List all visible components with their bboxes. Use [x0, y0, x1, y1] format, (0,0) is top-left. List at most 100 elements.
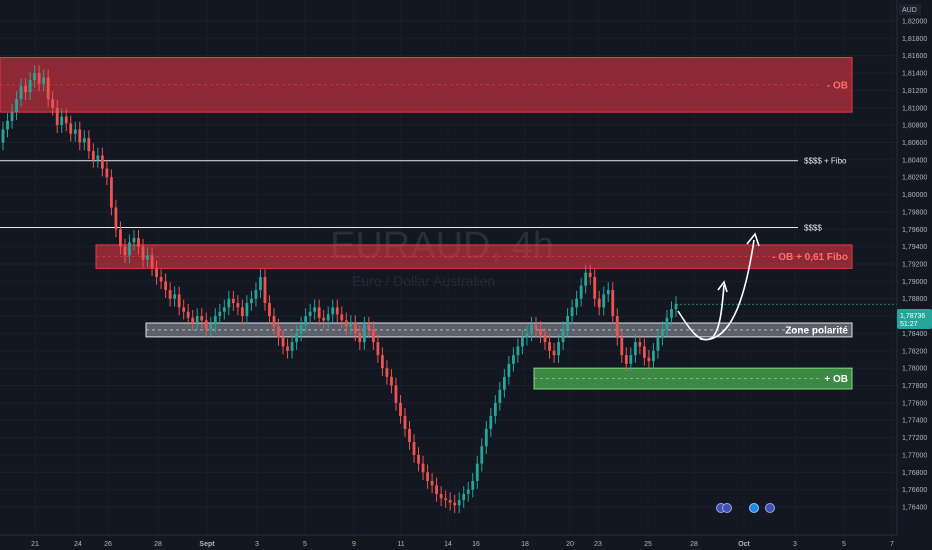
price-tick-label: 1,77200: [902, 435, 927, 442]
candle-body: [299, 324, 303, 334]
time-tick-label: 5: [303, 541, 307, 548]
price-tick-label: 1,79200: [902, 262, 927, 269]
flag-event-icon[interactable]: [765, 503, 775, 513]
time-tick-label: 21: [31, 541, 39, 548]
candle-body: [588, 272, 592, 278]
time-tick-label: 7: [890, 541, 894, 548]
candle-body: [10, 112, 14, 121]
flag-event-icon[interactable]: [722, 503, 732, 513]
candle-body: [222, 307, 226, 312]
candle-body: [521, 337, 524, 347]
currency-box: [899, 4, 921, 15]
candle-body: [489, 415, 493, 429]
candle-body: [530, 324, 533, 334]
candle-body: [471, 480, 475, 490]
time-tick-label: 16: [472, 541, 480, 548]
candle-body: [195, 316, 199, 324]
time-tick-label: 20: [566, 541, 574, 548]
price-tick-label: 1,81600: [902, 53, 927, 60]
candle-body: [60, 116, 64, 126]
candle-body: [475, 463, 479, 481]
event-icons[interactable]: [716, 503, 775, 513]
candle-body: [204, 320, 208, 330]
time-tick-label: 28: [690, 541, 698, 548]
candle-body: [132, 237, 136, 243]
candle-body: [344, 320, 348, 327]
level-line-label: $$$$ + Fibo: [804, 157, 847, 166]
candle-body: [408, 428, 411, 442]
zone-label: - OB: [827, 80, 848, 91]
time-tick-label: 3: [793, 541, 797, 548]
price-tick-label: 1,81200: [902, 88, 927, 95]
candle-body: [566, 316, 569, 330]
candle-body: [674, 303, 678, 310]
watermark-subtitle: Euro / Dollar Australien: [352, 273, 495, 289]
candle-body: [263, 277, 267, 304]
candle-body: [114, 207, 118, 230]
candle-body: [638, 342, 642, 347]
candle-body: [245, 303, 249, 317]
candle-body: [69, 123, 73, 134]
candle-body: [453, 502, 457, 506]
candle-body: [268, 303, 271, 317]
time-tick-label: 5: [842, 541, 846, 548]
price-tick-label: 1,81400: [902, 71, 927, 78]
globe-event-icon[interactable]: [749, 503, 759, 513]
candle-body: [141, 246, 145, 260]
candle-body: [385, 368, 389, 377]
price-tick-label: 1,80400: [902, 157, 927, 164]
projection-arrow-second-leg: [699, 239, 755, 341]
price-tick-label: 1,82000: [902, 19, 927, 26]
candle-countdown: 51:27: [900, 321, 918, 328]
candle-body: [281, 337, 285, 347]
candle-body: [394, 385, 398, 403]
candles-layer: [1, 65, 897, 514]
candle-body: [399, 402, 402, 416]
candle-body: [173, 294, 177, 299]
zones-layer: - OB - OB + 0,61 Fibo Zone polarité + OB: [0, 56, 853, 390]
price-tick-label: 1,77000: [902, 452, 927, 459]
candle-body: [137, 237, 140, 247]
candle-body: [317, 307, 321, 318]
candle-body: [304, 316, 308, 325]
candle-body: [629, 355, 633, 364]
level-line-label: $$$$: [804, 224, 822, 233]
candle-body: [164, 281, 168, 291]
candle-body: [593, 277, 597, 299]
time-tick-label: 9: [352, 541, 356, 548]
time-tick-label: 11: [397, 541, 404, 548]
price-axis[interactable]: AUD: [896, 0, 932, 550]
candle-body: [159, 277, 163, 282]
price-tick-label: 1,77800: [902, 383, 927, 390]
zone-label: + OB: [824, 374, 848, 385]
candle-body: [231, 298, 235, 304]
candle-body: [295, 333, 298, 343]
candle-body: [534, 324, 538, 330]
time-tick-label: Sept: [199, 541, 215, 548]
candle-body: [250, 298, 253, 304]
zone-label: - OB + 0,61 Fibo: [772, 252, 848, 263]
price-tick-label: 1,78400: [902, 331, 927, 338]
candle-body: [353, 323, 357, 334]
price-tick-label: 1,80000: [902, 192, 927, 199]
candle-body: [462, 493, 466, 501]
candle-body: [652, 350, 655, 362]
price-axis-background: [897, 0, 932, 550]
candle-body: [19, 86, 23, 100]
candle-body: [381, 355, 384, 369]
candle-body: [24, 86, 27, 93]
candle-body: [177, 294, 181, 308]
candle-body: [444, 498, 448, 501]
candle-body: [525, 333, 529, 338]
candle-body: [376, 342, 380, 356]
time-tick-label: 3: [255, 541, 259, 548]
candle-body: [91, 151, 95, 160]
candle-body: [335, 307, 339, 315]
candle-body: [286, 346, 289, 351]
time-tick-labels: 21 24 26 28 Sept 3 5 9 11 14 16 18 20 23 25 28 Oct 3 5 7: [31, 541, 894, 548]
time-tick-label: 14: [444, 541, 452, 548]
price-tick-label: 1,76600: [902, 487, 927, 494]
candle-body: [516, 346, 520, 356]
candle-body: [28, 80, 32, 93]
